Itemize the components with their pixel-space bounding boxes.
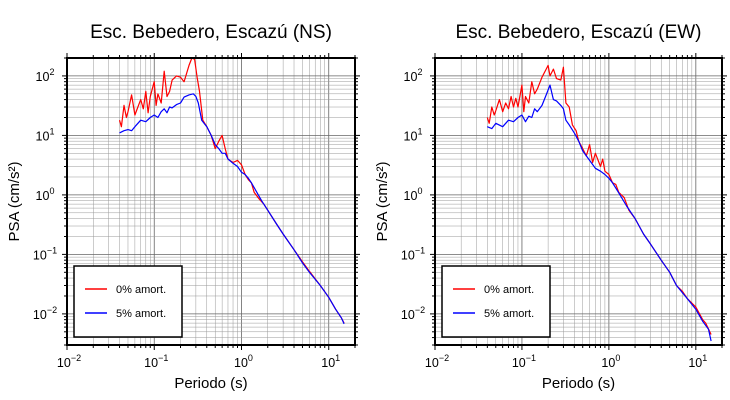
x-axis-label: Periodo (s) [542,375,615,392]
legend-label-1: 0% amort. [484,284,534,296]
grid [66,57,356,346]
y-tick-label: 102 [404,67,423,84]
y-tick-label: 10−1 [401,245,425,262]
x-tick-label: 101 [688,353,707,370]
y-axis-label: PSA (cm/s²) [6,161,23,241]
x-tick-label: 10−1 [512,353,536,370]
legend-label-2: 5% amort. [484,308,534,320]
y-tick-label: 100 [36,186,55,203]
legend-box [73,265,183,338]
x-axis-label: Periodo (s) [174,375,247,392]
y-tick-label: 10−2 [33,305,57,322]
chart-title: Esc. Bebedero, Escazú (NS) [90,22,332,43]
x-tick-label: 10−2 [57,353,81,370]
x-tick-label: 100 [601,353,620,370]
y-tick-label: 100 [404,186,423,203]
x-tick-label: 10−2 [425,353,449,370]
series-line-2 [119,93,345,325]
chart-panel-2: 10−2 10−1 100 101 10−2 10−1 100 101 102 Esc. Bebe… [374,22,727,392]
y-tick-label: 101 [404,126,423,143]
x-tick-label: 10−1 [144,353,168,370]
grid [434,57,723,346]
y-tick-label: 101 [36,126,55,143]
y-tick-label: 10−2 [401,305,425,322]
legend: 0% amort. 5% amort. [73,265,183,338]
chart-title: Esc. Bebedero, Escazú (EW) [455,22,701,43]
plot-frame [434,57,723,346]
x-tick-label: 100 [234,353,253,370]
legend-box [441,265,551,338]
x-tick-label: 101 [321,353,340,370]
legend-label-1: 0% amort. [116,284,166,296]
y-tick-label: 102 [36,67,55,84]
y-tick-label: 10−1 [33,245,57,262]
series-line-2 [487,84,712,342]
chart-panel-1: 10−2 10−1 100 101 10−2 10−1 100 101 102 Esc. Bebe… [6,22,360,392]
plot-frame [66,57,356,346]
legend: 0% amort. 5% amort. [441,265,551,338]
y-axis-label: PSA (cm/s²) [374,161,391,241]
legend-label-2: 5% amort. [116,308,166,320]
